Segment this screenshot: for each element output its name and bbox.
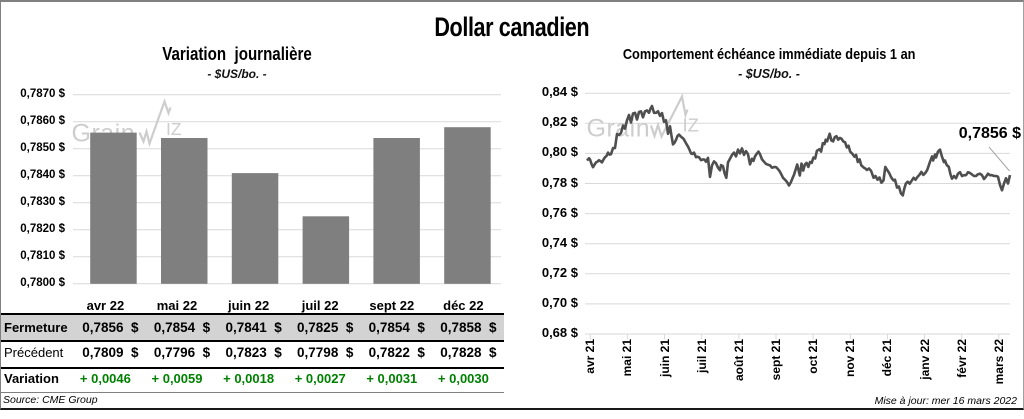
svg-text:IZ: IZ bbox=[166, 119, 182, 139]
svg-text:Grain: Grain bbox=[587, 115, 651, 143]
svg-text:IZ: IZ bbox=[683, 115, 699, 136]
